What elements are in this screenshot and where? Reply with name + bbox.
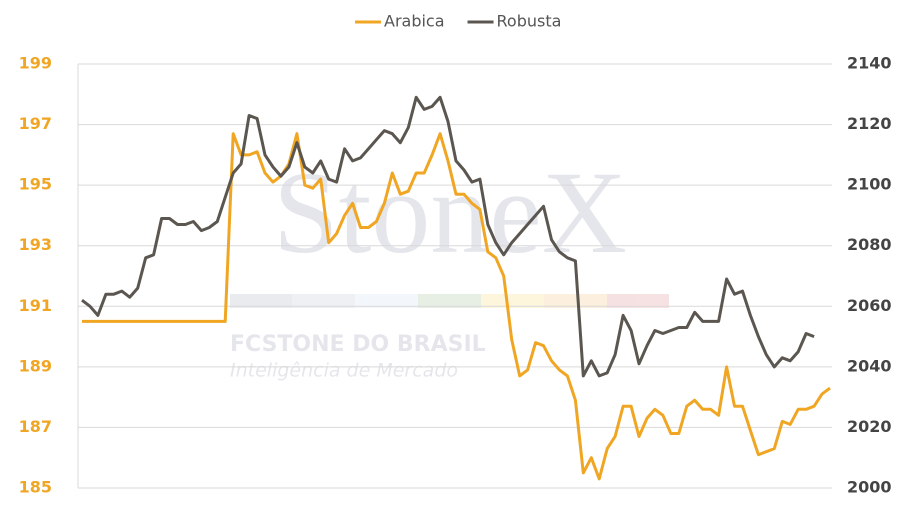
y2-tick-label: 2120: [847, 114, 892, 133]
y-tick-label: 185: [19, 478, 52, 497]
y2-tick-label: 2060: [847, 296, 892, 315]
y2-tick-label: 2040: [847, 356, 892, 375]
y-tick-label: 189: [19, 356, 52, 375]
y-tick-label: 191: [19, 296, 52, 315]
y-tick-label: 197: [19, 114, 52, 133]
line-series: [81, 95, 815, 378]
y2-tick-label: 2000: [847, 478, 892, 497]
watermark: StoneX FCSTONE DO BRASIL Inteligência de…: [230, 147, 669, 382]
y-tick-label: 195: [19, 175, 52, 194]
watermark-band: [230, 294, 292, 308]
legend-label: Robusta: [497, 12, 562, 31]
watermark-band: [481, 294, 544, 308]
watermark-band: [607, 294, 669, 308]
y-tick-label: 187: [19, 417, 52, 436]
y-tick-label: 193: [19, 235, 52, 254]
watermark-tagline: Inteligência de Mercado: [230, 360, 458, 382]
y-tick-label: 199: [19, 54, 52, 73]
y2-tick-label: 2020: [847, 417, 892, 436]
line-series: [82, 132, 831, 481]
watermark-band: [355, 294, 418, 308]
y2-tick-label: 2080: [847, 235, 892, 254]
legend-label: Arabica: [384, 12, 445, 31]
watermark-company: FCSTONE DO BRASIL: [230, 332, 486, 357]
watermark-band: [292, 294, 355, 308]
y2-tick-label: 2140: [847, 54, 892, 73]
y2-tick-label: 2100: [847, 175, 892, 194]
watermark-band: [418, 294, 481, 308]
watermark-band: [544, 294, 607, 308]
